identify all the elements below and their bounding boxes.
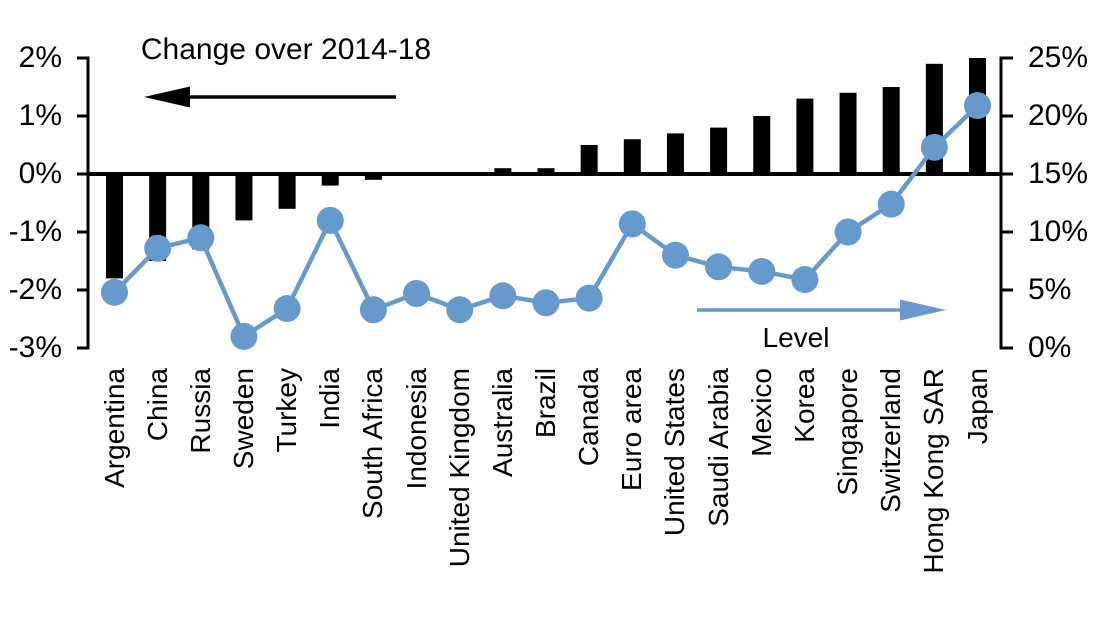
x-label-saudi-arabia: Saudi Arabia: [702, 368, 734, 527]
point-saudi-arabia: [705, 253, 733, 281]
x-label-japan: Japan: [961, 368, 993, 445]
bar-india: [321, 174, 339, 186]
point-south-africa: [359, 296, 387, 324]
bar-sweden: [235, 174, 253, 221]
x-label-mexico: Mexico: [745, 368, 777, 457]
point-singapore: [834, 218, 862, 246]
x-label-china: China: [141, 368, 173, 442]
x-label-australia: Australia: [486, 368, 518, 477]
point-switzerland: [877, 190, 905, 218]
x-label-south-africa: South Africa: [357, 368, 389, 519]
x-label-indonesia: Indonesia: [400, 368, 432, 490]
bar-south-africa: [364, 174, 382, 180]
x-label-argentina: Argentina: [98, 368, 130, 488]
point-hong-kong-sar: [920, 133, 948, 161]
right-axis-tick-label: 0%: [1028, 331, 1072, 364]
point-russia: [187, 224, 215, 252]
point-argentina: [101, 278, 128, 306]
point-japan: [964, 92, 991, 120]
right-axis-tick-label: 15%: [1028, 157, 1089, 190]
bar-united-states: [666, 133, 684, 174]
right-axis-tick-label: 25%: [1028, 41, 1089, 74]
left-axis-tick-label: -1%: [8, 215, 62, 248]
point-canada: [575, 284, 603, 312]
x-label-united-states: United States: [659, 368, 691, 537]
x-label-singapore: Singapore: [832, 368, 864, 496]
right-arrow-icon: [900, 299, 946, 321]
x-label-euro-area: Euro area: [616, 368, 648, 491]
point-united-kingdom: [446, 296, 474, 324]
x-label-brazil: Brazil: [530, 368, 561, 439]
point-sweden: [230, 322, 258, 350]
bar-singapore: [839, 92, 857, 174]
point-brazil: [532, 289, 560, 317]
point-australia: [489, 282, 517, 310]
left-axis-tick-label: -2%: [8, 273, 62, 306]
bar-saudi-arabia: [710, 127, 728, 174]
x-label-india: India: [314, 368, 346, 429]
point-mexico: [748, 257, 776, 285]
left-axis-tick-label: -3%: [8, 331, 62, 364]
x-label-sweden: Sweden: [227, 368, 259, 470]
right-axis-tick-label: 20%: [1028, 99, 1089, 132]
point-indonesia: [403, 279, 431, 307]
point-india: [316, 206, 344, 234]
point-turkey: [273, 295, 301, 323]
bar-euro-area: [623, 139, 641, 174]
bar-argentina: [106, 174, 123, 279]
right-axis-tick-label: 5%: [1028, 273, 1072, 306]
bar-switzerland: [882, 87, 900, 174]
bar-australia: [494, 168, 512, 174]
left-arrow-icon: [144, 86, 190, 108]
line-series-label: Level: [762, 322, 830, 353]
bar-canada: [580, 145, 598, 174]
point-china: [144, 234, 172, 262]
right-axis-tick-label: 10%: [1028, 215, 1089, 248]
left-axis-tick-label: 0%: [18, 157, 62, 190]
bar-korea: [796, 98, 814, 174]
point-united-states: [661, 241, 689, 269]
bar-brazil: [537, 168, 555, 174]
bar-mexico: [753, 116, 771, 174]
x-label-turkey: Turkey: [271, 368, 303, 453]
bars-series-label: Change over 2014-18: [140, 33, 432, 66]
point-euro-area: [618, 210, 646, 238]
bar-turkey: [278, 174, 296, 209]
left-axis-tick-label: 1%: [18, 99, 62, 132]
left-axis-tick-label: 2%: [18, 41, 62, 74]
x-label-switzerland: Switzerland: [875, 368, 907, 513]
x-label-united-kingdom: United Kingdom: [443, 368, 475, 568]
x-label-hong-kong-sar: Hong Kong SAR: [918, 368, 950, 574]
x-label-korea: Korea: [788, 368, 820, 443]
x-label-canada: Canada: [573, 368, 605, 467]
x-label-russia: Russia: [184, 368, 216, 454]
point-korea: [791, 266, 819, 294]
